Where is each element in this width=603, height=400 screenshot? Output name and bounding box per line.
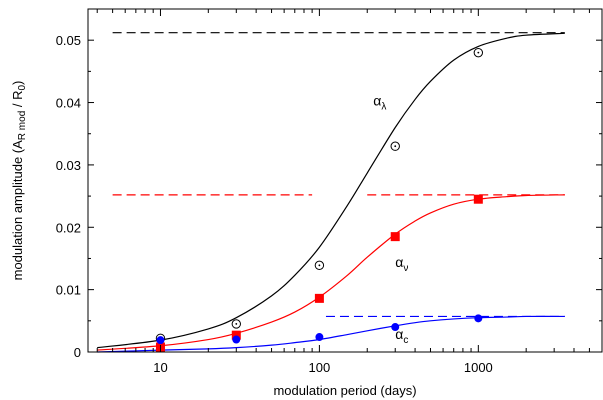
x-tick-label: 10 bbox=[153, 360, 167, 375]
fit-curve-1 bbox=[97, 194, 565, 351]
fit-curve-0 bbox=[97, 32, 565, 349]
data-markers bbox=[155, 47, 484, 352]
asymptote-lines bbox=[112, 32, 565, 318]
data-point bbox=[474, 314, 483, 323]
data-point-dot bbox=[235, 323, 238, 325]
data-point bbox=[390, 232, 400, 242]
y-tick-label: 0 bbox=[74, 345, 81, 360]
y-axis-label: modulation amplitude (AR mod / R0) bbox=[10, 81, 28, 281]
y-tick-label: 0.04 bbox=[56, 96, 81, 111]
y-tick-label: 0.01 bbox=[56, 283, 81, 298]
y-tick-label: 0.02 bbox=[56, 220, 81, 235]
x-tick-label: 100 bbox=[309, 360, 331, 375]
fit-curve-2 bbox=[97, 315, 565, 353]
data-point-dot bbox=[477, 51, 480, 54]
data-point bbox=[391, 323, 400, 332]
data-point bbox=[315, 333, 324, 342]
data-point bbox=[473, 194, 483, 204]
series-label-0: αλ bbox=[373, 93, 386, 113]
y-tick-label: 0.03 bbox=[56, 158, 81, 173]
series-labels: αλ αν αc bbox=[373, 93, 408, 346]
data-point bbox=[156, 336, 165, 345]
series-label-1: αν bbox=[395, 254, 408, 274]
axes: 0 0.01 0.02 0.03 0.04 0.05 10 100 1000 bbox=[56, 8, 603, 375]
data-point bbox=[314, 293, 324, 303]
x-axis-label: modulation period (days) bbox=[273, 383, 416, 398]
y-tick-label: 0.05 bbox=[56, 33, 81, 48]
plot-frame bbox=[87, 8, 603, 353]
series-label-2: αc bbox=[395, 326, 408, 346]
fit-curves bbox=[97, 32, 565, 353]
x-tick-label: 1000 bbox=[464, 360, 493, 375]
data-point-dot bbox=[394, 145, 397, 148]
data-point bbox=[231, 330, 241, 340]
data-point bbox=[232, 335, 241, 344]
data-point-dot bbox=[318, 264, 321, 267]
